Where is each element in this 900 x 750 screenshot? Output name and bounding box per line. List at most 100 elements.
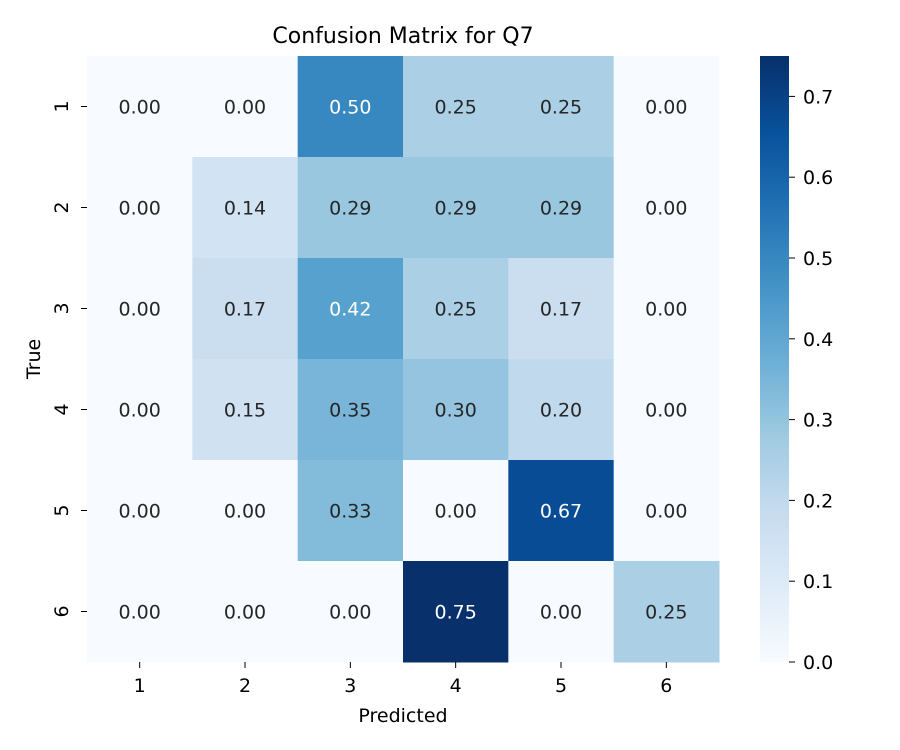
y-tick-label: 5 — [51, 504, 73, 516]
x-tick-label: 4 — [450, 675, 462, 697]
cell-value-label: 0.00 — [119, 299, 161, 321]
cell-value-label: 0.75 — [435, 602, 477, 624]
colorbar-tick-label: 0.5 — [803, 248, 833, 270]
cell-value-label: 0.67 — [540, 501, 582, 523]
cell-value-label: 0.00 — [224, 97, 266, 119]
heatmap-cell — [508, 460, 615, 562]
colorbar-tick-label: 0.3 — [803, 410, 833, 432]
heatmap-cell — [613, 460, 720, 562]
heatmap-cells — [87, 56, 720, 663]
cell-value-label: 0.17 — [540, 299, 582, 321]
heatmap-cell — [403, 359, 509, 461]
heatmap-cell — [613, 157, 720, 259]
cell-value-label: 0.00 — [645, 198, 687, 220]
heatmap-cell — [297, 258, 404, 360]
cell-value-label: 0.29 — [329, 198, 371, 220]
cell-value-label: 0.15 — [224, 400, 266, 422]
y-tick-label: 1 — [51, 100, 73, 112]
heatmap-cell — [508, 561, 615, 663]
heatmap-cell-labels: 0.00 0.00 0.50 0.25 0.25 0.00 0.00 0.14 0.29 0.29… — [119, 97, 688, 624]
heatmap-cell — [508, 258, 615, 360]
cell-value-label: 0.00 — [224, 501, 266, 523]
colorbar-ticks: 0.0 0.1 0.2 0.3 0.4 0.5 0.6 0.7 — [789, 86, 833, 674]
heatmap-cell — [403, 258, 509, 360]
cell-value-label: 0.00 — [119, 400, 161, 422]
cell-value-label: 0.35 — [329, 400, 371, 422]
cell-value-label: 0.00 — [540, 602, 582, 624]
cell-value-label: 0.42 — [329, 299, 371, 321]
heatmap-cell — [508, 56, 615, 158]
colorbar — [760, 56, 789, 662]
heatmap-cell — [192, 359, 299, 461]
x-tick-label: 1 — [134, 675, 146, 697]
x-axis-label: Predicted — [358, 705, 447, 727]
cell-value-label: 0.00 — [435, 501, 477, 523]
cell-value-label: 0.00 — [645, 97, 687, 119]
x-tick-label: 6 — [660, 675, 672, 697]
heatmap-cell — [613, 258, 720, 360]
cell-value-label: 0.17 — [224, 299, 266, 321]
cell-value-label: 0.00 — [224, 602, 266, 624]
cell-value-label: 0.00 — [119, 97, 161, 119]
y-tick-label: 4 — [51, 403, 73, 415]
cell-value-label: 0.14 — [224, 198, 266, 220]
heatmap-cell — [87, 460, 193, 562]
cell-value-label: 0.30 — [435, 400, 477, 422]
heatmap-cell — [192, 561, 299, 663]
heatmap-cell — [192, 258, 299, 360]
heatmap-cell — [87, 561, 193, 663]
heatmap-cell — [192, 157, 299, 259]
cell-value-label: 0.00 — [645, 400, 687, 422]
cell-value-label: 0.25 — [435, 97, 477, 119]
y-axis-label: True — [23, 339, 45, 380]
cell-value-label: 0.25 — [540, 97, 582, 119]
heatmap-cell — [297, 460, 404, 562]
cell-value-label: 0.25 — [645, 602, 687, 624]
heatmap-cell — [403, 56, 509, 158]
colorbar-tick-label: 0.1 — [803, 571, 833, 593]
cell-value-label: 0.00 — [119, 501, 161, 523]
cell-value-label: 0.29 — [435, 198, 477, 220]
x-tick-label: 2 — [239, 675, 251, 697]
heatmap-cell — [87, 56, 193, 158]
x-axis-ticks: 1 2 3 4 5 6 — [134, 662, 672, 697]
heatmap-cell — [613, 56, 720, 158]
chart-title: Confusion Matrix for Q7 — [272, 24, 533, 49]
heatmap-cell — [403, 157, 509, 259]
heatmap-cell — [403, 561, 509, 663]
colorbar-tick-label: 0.0 — [803, 652, 833, 674]
y-tick-label: 2 — [51, 201, 73, 213]
heatmap-cell — [192, 56, 299, 158]
colorbar-tick-label: 0.7 — [803, 86, 833, 108]
heatmap-cell — [297, 561, 404, 663]
colorbar-tick-label: 0.6 — [803, 167, 833, 189]
y-tick-label: 3 — [51, 302, 73, 314]
heatmap-cell — [508, 359, 615, 461]
y-tick-label: 6 — [51, 605, 73, 617]
cell-value-label: 0.25 — [435, 299, 477, 321]
cell-value-label: 0.00 — [329, 602, 371, 624]
heatmap-cell — [87, 258, 193, 360]
heatmap-cell — [297, 56, 404, 158]
cell-value-label: 0.00 — [119, 198, 161, 220]
heatmap-cell — [613, 359, 720, 461]
cell-value-label: 0.00 — [645, 501, 687, 523]
heatmap-cell — [508, 157, 615, 259]
cell-value-label: 0.50 — [329, 97, 371, 119]
heatmap-cell — [192, 460, 299, 562]
heatmap-cell — [403, 460, 509, 562]
colorbar-tick-label: 0.4 — [803, 329, 833, 351]
heatmap-cell — [613, 561, 720, 663]
cell-value-label: 0.20 — [540, 400, 582, 422]
y-axis-ticks: 1 2 3 4 5 6 — [51, 100, 87, 618]
cell-value-label: 0.00 — [645, 299, 687, 321]
colorbar-tick-label: 0.2 — [803, 490, 833, 512]
cell-value-label: 0.00 — [119, 602, 161, 624]
heatmap-cell — [297, 359, 404, 461]
cell-value-label: 0.33 — [329, 501, 371, 523]
cell-value-label: 0.29 — [540, 198, 582, 220]
x-tick-label: 5 — [555, 675, 567, 697]
heatmap-cell — [87, 157, 193, 259]
x-tick-label: 3 — [344, 675, 356, 697]
